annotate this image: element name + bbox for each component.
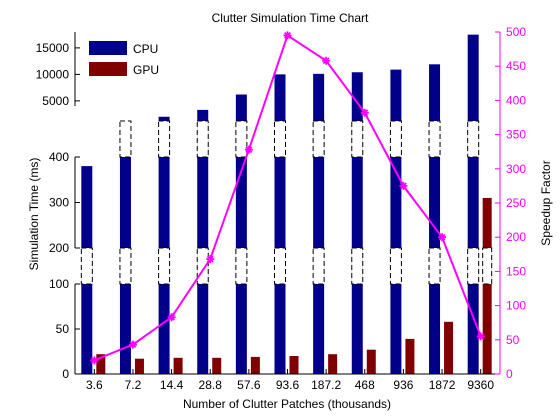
bar-break-upper-cpu-1: [119, 120, 132, 158]
bar-break-upper-cpu-5: [274, 120, 286, 158]
bar-gpu-4: [250, 356, 260, 374]
y2-tick-label-6: 300: [506, 162, 526, 176]
bar-break-upper-cpu-8: [389, 120, 402, 158]
speedup-point-8: [399, 181, 408, 190]
bar-gpu-10: [482, 197, 492, 374]
x-tick-label-5: 93.6: [276, 378, 300, 392]
bar-break-upper-cpu-9: [428, 120, 441, 158]
speedup-line: [93, 33, 482, 362]
bar-cpu-7: [351, 72, 363, 374]
y-tick-label-0-2: 100: [49, 277, 69, 291]
y-tick-label-1-2: 400: [49, 150, 69, 164]
legend-label-cpu: CPU: [133, 42, 158, 56]
bar-gpu-9: [444, 321, 454, 374]
y-tick-label-1-1: 300: [49, 196, 69, 210]
bar-gpu-6: [328, 354, 338, 374]
y-tick-label-2-0: 5000: [42, 94, 69, 108]
ticks-layer: 0 50 100 200 300 400 5000 10000 15000 0 50 100 150 20…: [36, 25, 527, 392]
bar-break-upper-cpu-3: [196, 120, 209, 158]
bar-cpu-5: [274, 74, 286, 374]
bar-cpu-2: [158, 116, 170, 374]
y2-tick-label-4: 200: [506, 230, 526, 244]
speedup-point-6: [322, 56, 331, 65]
x-tick-label-4: 57.6: [237, 378, 261, 392]
speedup-point-3: [206, 255, 215, 264]
bar-break-cpu-1: [119, 247, 132, 285]
bar-break-cpu-10: [467, 247, 480, 285]
speedup-point-2: [167, 313, 176, 322]
bar-cpu-9: [429, 64, 441, 374]
speedup-point-4: [244, 145, 253, 154]
legend-swatch-gpu: [89, 62, 127, 76]
bar-break-upper-cpu-2: [158, 120, 171, 158]
y2-tick-label-1: 50: [506, 333, 520, 347]
bar-break-cpu-7: [351, 247, 364, 285]
bar-break-cpu-8: [389, 247, 402, 285]
y2-tick-label-0: 0: [506, 367, 513, 381]
bar-cpu-4: [235, 94, 247, 374]
x-tick-label-0: 3.6: [86, 378, 103, 392]
x-tick-label-7: 468: [355, 378, 375, 392]
y-tick-label-2-1: 10000: [36, 67, 70, 81]
bar-gpu-1: [134, 358, 144, 374]
bar-gpu-5: [289, 356, 299, 374]
bar-cpu-8: [390, 69, 402, 374]
bars-layer: [80, 34, 493, 375]
legend-swatch-cpu: [89, 41, 127, 55]
y2-tick-label-7: 350: [506, 128, 526, 142]
speedup-point-1: [128, 340, 137, 349]
speedup-point-0: [90, 356, 99, 365]
bar-cpu-1: [119, 121, 131, 374]
speedup-point-7: [360, 108, 369, 117]
bar-gpu-7: [366, 349, 376, 374]
bar-break-cpu-0: [80, 247, 93, 285]
y-tick-label-0-1: 50: [56, 322, 70, 336]
y-tick-label-0-0: 0: [62, 367, 69, 381]
y2-axis-label: Speedup Factor: [539, 160, 553, 245]
bar-cpu-10: [467, 34, 479, 375]
y-axis-label: Simulation Time (ms): [27, 158, 41, 271]
y-tick-label-2-2: 15000: [36, 41, 70, 55]
bar-gpu-3: [212, 357, 222, 374]
bar-break-upper-cpu-6: [312, 120, 325, 158]
y2-tick-label-9: 450: [506, 59, 526, 73]
bar-break-cpu-6: [312, 247, 325, 285]
speedup-line-layer: [90, 31, 485, 365]
bar-cpu-3: [197, 109, 209, 374]
y2-tick-label-8: 400: [506, 93, 526, 107]
bar-break-cpu-2: [158, 247, 171, 285]
bar-gpu-2: [173, 357, 183, 374]
y2-tick-label-10: 500: [506, 25, 526, 39]
bar-gpu-0: [96, 354, 106, 374]
chart-title: Clutter Simulation Time Chart: [212, 11, 369, 25]
bar-break-cpu-3: [196, 247, 209, 285]
x-tick-label-8: 936: [393, 378, 413, 392]
y2-tick-label-2: 100: [506, 299, 526, 313]
bar-break-cpu-9: [428, 247, 441, 285]
bar-break-gpu-10: [482, 247, 493, 285]
x-tick-label-10: 9360: [467, 378, 494, 392]
speedup-point-5: [283, 31, 292, 40]
bar-cpu-6: [313, 73, 325, 374]
x-tick-label-3: 28.8: [199, 378, 223, 392]
bar-break-upper-cpu-4: [235, 120, 248, 158]
x-tick-label-2: 14.4: [160, 378, 184, 392]
x-tick-label-1: 7.2: [125, 378, 142, 392]
bar-break-cpu-4: [235, 247, 248, 285]
legend-label-gpu: GPU: [133, 63, 159, 77]
legend: CPU GPU: [89, 41, 159, 77]
bar-break-upper-cpu-10: [467, 120, 480, 158]
x-tick-label-9: 1872: [429, 378, 456, 392]
x-tick-label-6: 187.2: [311, 378, 341, 392]
speedup-point-10: [476, 332, 485, 341]
bar-break-cpu-5: [274, 247, 286, 285]
speedup-point-9: [438, 233, 447, 242]
x-axis-label: Number of Clutter Patches (thousands): [183, 397, 391, 411]
bar-break-upper-cpu-7: [351, 120, 364, 158]
y-tick-label-1-0: 200: [49, 241, 69, 255]
y2-tick-label-3: 150: [506, 264, 526, 278]
bar-gpu-8: [405, 338, 415, 374]
y2-tick-label-5: 250: [506, 196, 526, 210]
